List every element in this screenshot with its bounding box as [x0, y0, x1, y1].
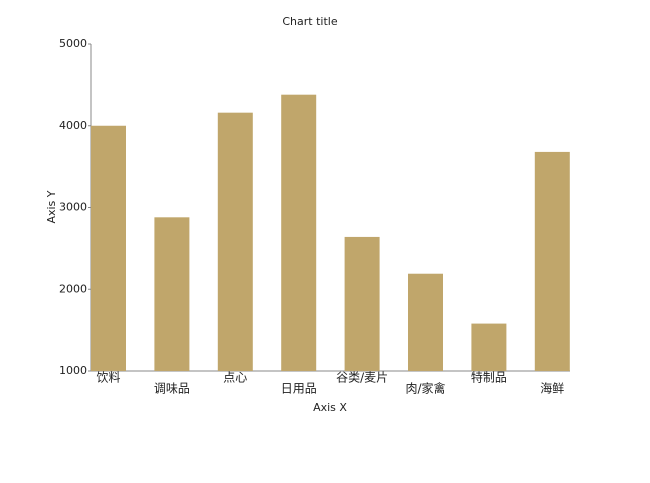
bar [408, 273, 443, 371]
x-tick-label: 饮料 [96, 371, 120, 385]
y-tick-label: 3000 [59, 201, 87, 214]
bar [217, 112, 253, 372]
x-tick-label: 谷类/麦片 [336, 371, 388, 385]
y-tick-label: 1000 [59, 364, 87, 377]
bar [534, 151, 570, 371]
x-tick-label: 肉/家禽 [405, 381, 445, 396]
y-axis-label: Axis Y [45, 190, 58, 223]
x-tick-label: 调味品 [154, 382, 190, 396]
bar [471, 323, 507, 371]
x-tick-label: 海鲜 [540, 381, 564, 396]
bar [91, 125, 126, 371]
bar [154, 217, 190, 371]
x-tick-label: 特制品 [471, 370, 507, 385]
chart-title: Chart title [282, 15, 337, 28]
bar [281, 94, 317, 371]
x-tick-label: 日用品 [281, 382, 317, 396]
bar [344, 236, 380, 371]
x-tick-label: 点心 [223, 371, 247, 385]
y-tick-label: 5000 [59, 37, 87, 50]
y-tick-label: 4000 [59, 119, 87, 132]
x-axis-label: Axis X [313, 401, 347, 414]
y-tick-label: 2000 [59, 282, 87, 295]
